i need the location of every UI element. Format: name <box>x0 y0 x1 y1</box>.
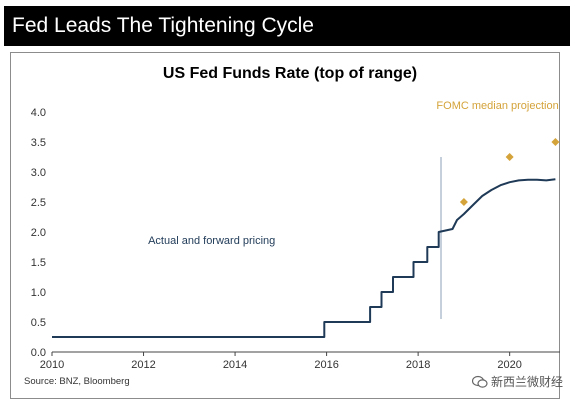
x-tick-label: 2014 <box>223 359 247 371</box>
projection-point <box>459 198 468 206</box>
source-note: Source: BNZ, Bloomberg <box>24 376 130 387</box>
y-tick-label: 3.0 <box>31 167 46 179</box>
x-tick-label: 2010 <box>40 359 64 371</box>
y-tick-label: 2.0 <box>31 227 46 239</box>
projection-point <box>505 153 514 161</box>
y-tick-label: 2.5 <box>31 197 46 209</box>
banner-title: Fed Leads The Tightening Cycle <box>12 14 314 37</box>
annotation-label: FOMC median projection <box>436 100 558 112</box>
annotation-label: Actual and forward pricing <box>148 235 275 247</box>
projection-point <box>551 138 560 146</box>
watermark: 新西兰微财经 <box>471 373 563 390</box>
watermark-text: 新西兰微财经 <box>490 375 563 389</box>
y-tick-label: 4.0 <box>31 107 46 119</box>
y-tick-label: 3.5 <box>31 137 46 149</box>
annotations: Actual and forward pricing FOMC median pr… <box>148 100 559 247</box>
x-tick-label: 2018 <box>406 359 430 371</box>
y-tick-label: 0.0 <box>31 347 46 359</box>
chart-panel <box>10 52 560 399</box>
x-tick-label: 2016 <box>314 359 338 371</box>
series-line-fed-funds-rate <box>52 178 556 338</box>
chart-marks <box>52 138 560 338</box>
y-tick-label: 1.0 <box>31 287 46 299</box>
chart-title: US Fed Funds Rate (top of range) <box>163 65 417 82</box>
x-tick-label: 2012 <box>131 359 155 371</box>
x-tick-label: 2020 <box>497 359 521 371</box>
axes: 2010 2012 2014 2016 2018 2020 0.0 0.5 1.0 1.5 2.0 2… <box>31 107 560 371</box>
y-tick-label: 0.5 <box>31 317 46 329</box>
wechat-icon <box>471 375 488 388</box>
banner: Fed Leads The Tightening Cycle <box>4 6 570 46</box>
y-tick-label: 1.5 <box>31 257 46 269</box>
